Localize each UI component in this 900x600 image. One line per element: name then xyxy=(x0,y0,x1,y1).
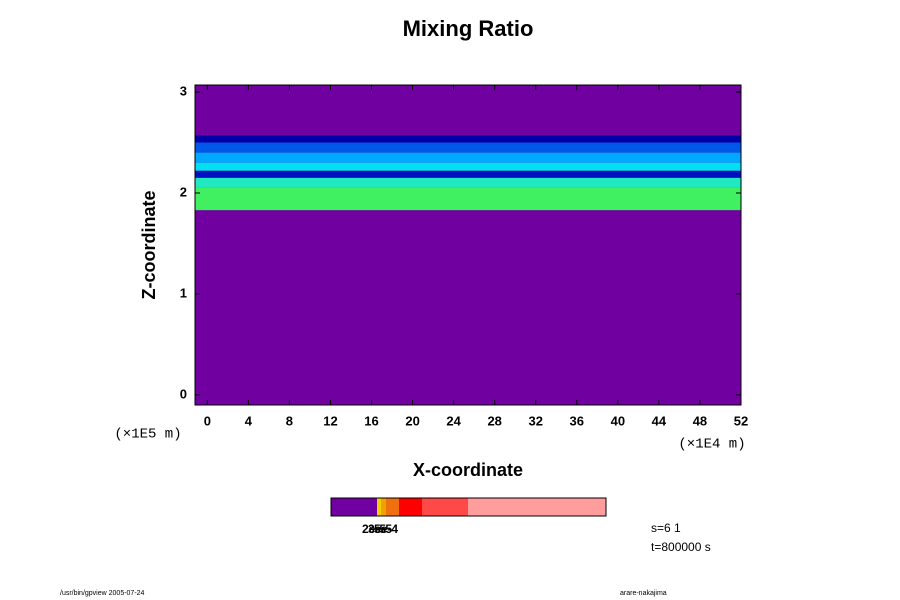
x-unit: (×1E4 m) xyxy=(678,437,745,453)
x-tick-label: 8 xyxy=(286,413,293,428)
colorbar-cell xyxy=(377,498,381,516)
y-tick-label: 0 xyxy=(180,386,187,401)
x-tick-label: 0 xyxy=(204,413,211,428)
y-unit: (×1E5 m) xyxy=(114,427,181,443)
x-tick-label: 36 xyxy=(570,413,584,428)
x-tick-label: 48 xyxy=(693,413,707,428)
chart-title: Mixing Ratio xyxy=(403,16,534,41)
contour-band xyxy=(195,162,741,171)
x-tick-label: 16 xyxy=(364,413,378,428)
y-tick-label: 3 xyxy=(180,84,187,99)
plot-frame xyxy=(194,84,742,406)
field-background xyxy=(195,85,741,405)
x-tick-label: 20 xyxy=(405,413,419,428)
colorbar-label: 5e-4 xyxy=(374,522,398,536)
colorbar-cell xyxy=(399,498,422,516)
contour-band xyxy=(195,187,741,211)
colorbar-frame xyxy=(330,497,607,517)
info-text: t=800000 s xyxy=(651,540,711,554)
contour-band xyxy=(195,177,741,188)
x-tick-label: 52 xyxy=(734,413,748,428)
contour-band xyxy=(195,152,741,163)
x-tick-label: 12 xyxy=(323,413,337,428)
contour-band xyxy=(195,135,741,143)
contour-band xyxy=(195,170,741,178)
colorbar-cell xyxy=(381,498,386,516)
colorbar xyxy=(330,497,607,517)
colorbar-label: 3e-5 xyxy=(368,522,392,536)
y-axis-label: Z-coordinate xyxy=(139,190,159,299)
y-tick-label: 1 xyxy=(180,285,187,300)
colorbar-cell xyxy=(331,498,377,516)
y-tick-label: 2 xyxy=(180,184,187,199)
x-tick-label: 32 xyxy=(529,413,543,428)
x-tick-label: 24 xyxy=(446,413,461,428)
contour-band xyxy=(195,142,741,153)
colorbar-cell xyxy=(422,498,468,516)
x-tick-label: 4 xyxy=(245,413,253,428)
x-axis-label: X-coordinate xyxy=(413,460,523,480)
footer-right: arare-nakajima xyxy=(620,590,667,597)
footer-left: /usr/bin/gpview 2005-07-24 xyxy=(60,590,145,597)
x-tick-label: 44 xyxy=(652,413,667,428)
info-text: s=6 1 xyxy=(651,521,681,535)
x-tick-label: 28 xyxy=(487,413,501,428)
colorbar-cell xyxy=(386,498,399,516)
colorbar-cell xyxy=(468,498,606,516)
colorbar-label: 2e-5 xyxy=(362,522,386,536)
x-tick-label: 40 xyxy=(611,413,625,428)
